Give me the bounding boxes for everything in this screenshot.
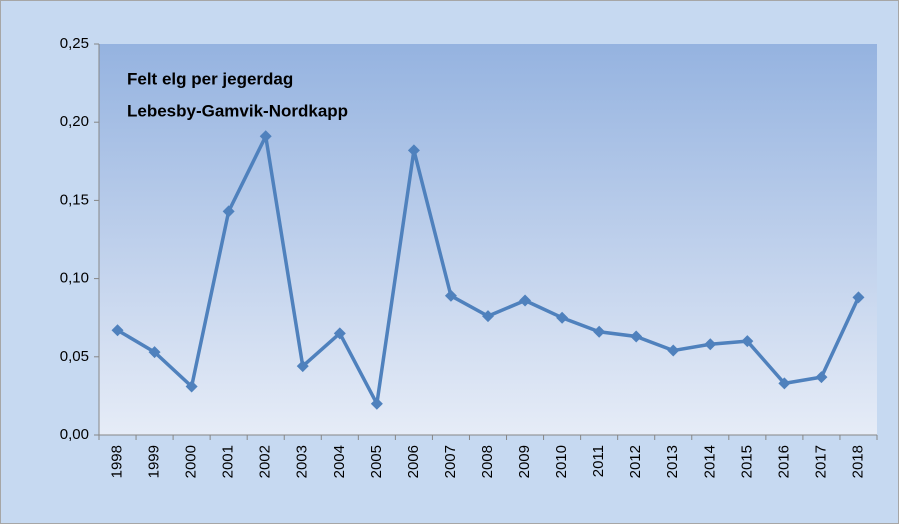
marker — [815, 371, 828, 384]
marker — [259, 130, 272, 143]
y-tick-label: 0,20 — [60, 113, 89, 130]
x-tick-label: 2015 — [738, 445, 755, 478]
chart-subtitle: Lebesby-Gamvik-Nordkapp — [127, 101, 348, 120]
chart-title: Felt elg per jegerdag — [127, 69, 293, 88]
marker — [556, 311, 569, 324]
x-tick-label: 2016 — [775, 445, 792, 478]
marker — [778, 377, 791, 390]
x-tick-label: 2008 — [479, 445, 496, 478]
marker — [667, 344, 680, 357]
plot-area — [99, 44, 877, 435]
marker — [630, 330, 643, 343]
x-tick-label: 1998 — [108, 445, 125, 478]
x-tick-label: 2002 — [257, 445, 274, 478]
marker — [222, 205, 235, 218]
marker — [185, 380, 198, 393]
marker — [111, 324, 124, 337]
y-tick-label: 0,10 — [60, 270, 89, 287]
x-tick-label: 2017 — [812, 445, 829, 478]
y-tick-label: 0,05 — [60, 348, 89, 365]
x-tick-label: 2005 — [368, 445, 385, 478]
y-tick-label: 0,00 — [60, 426, 89, 443]
x-tick-label: 2013 — [664, 445, 681, 478]
marker — [296, 360, 309, 373]
marker — [444, 289, 457, 302]
y-tick-label: 0,15 — [60, 191, 89, 208]
marker — [370, 397, 383, 410]
x-tick-label: 2014 — [701, 445, 718, 478]
x-tick-label: 2001 — [220, 445, 237, 478]
marker — [333, 327, 346, 340]
marker — [148, 346, 161, 359]
marker — [704, 338, 717, 351]
marker — [852, 291, 865, 304]
x-tick-label: 2003 — [294, 445, 311, 478]
marker — [519, 294, 532, 307]
marker — [741, 335, 754, 348]
x-tick-label: 2000 — [183, 445, 200, 478]
x-tick-label: 2011 — [590, 445, 607, 477]
x-tick-label: 2009 — [516, 445, 533, 478]
x-tick-label: 2007 — [442, 445, 459, 478]
y-tick-label: 0,25 — [60, 35, 89, 52]
marker — [407, 144, 420, 157]
x-tick-label: 2018 — [849, 445, 866, 478]
x-tick-label: 1999 — [146, 445, 163, 478]
x-tick-label: 2004 — [331, 445, 348, 478]
marker — [482, 310, 494, 323]
x-tick-label: 2006 — [405, 445, 422, 478]
x-tick-label: 2012 — [627, 445, 644, 478]
marker — [593, 325, 606, 338]
x-tick-label: 2010 — [553, 445, 570, 478]
